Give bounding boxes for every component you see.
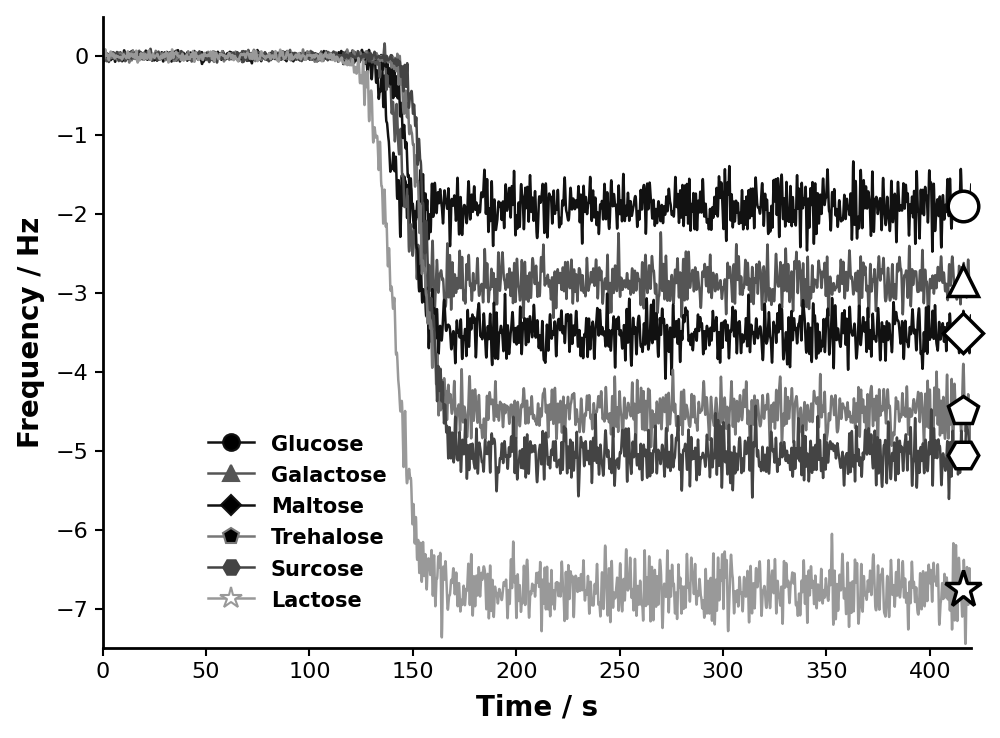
Legend: Glucose, Galactose, Maltose, Trehalose, Surcose, Lactose: Glucose, Galactose, Maltose, Trehalose, … bbox=[200, 425, 395, 619]
Y-axis label: Frequency / Hz: Frequency / Hz bbox=[17, 217, 45, 448]
X-axis label: Time / s: Time / s bbox=[476, 693, 598, 721]
